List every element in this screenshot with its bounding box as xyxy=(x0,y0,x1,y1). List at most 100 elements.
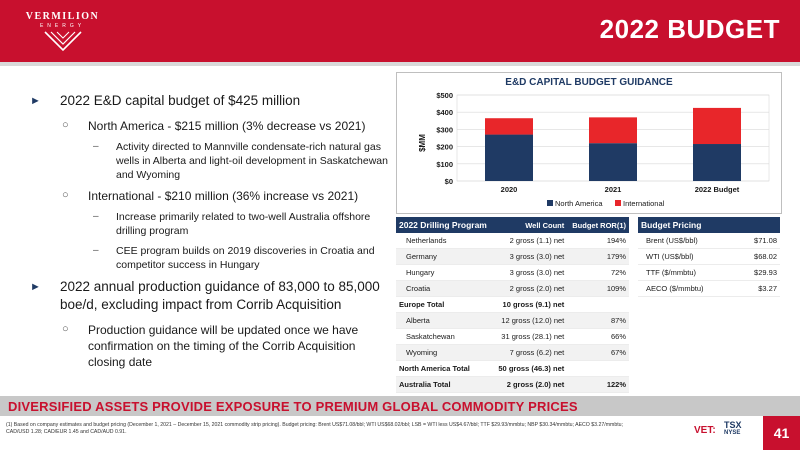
tsx-label: TSX xyxy=(724,420,742,430)
page-number: 41 xyxy=(763,416,800,450)
price-value-cell: $3.27 xyxy=(737,280,780,297)
well-count-cell: 10 gross (9.1) net xyxy=(493,296,568,313)
chart-svg: $MM $0 $100 $200 $300 $400 $500 2020 2021 2022 B… xyxy=(418,91,770,208)
bar-north-america xyxy=(485,134,533,181)
dash-bullet-icon: – xyxy=(93,245,99,256)
bullet-international: ○ International - $210 million (36% incre… xyxy=(30,188,390,204)
bullet-text: 2022 E&D capital budget of $425 million xyxy=(60,93,301,108)
budget-ror-cell: 67% xyxy=(567,344,629,361)
takeaway-banner: DIVERSIFIED ASSETS PROVIDE EXPOSURE TO P… xyxy=(0,396,800,416)
well-count-cell: 2 gross (2.0) net xyxy=(493,280,568,297)
bullet-production-guidance: ► 2022 annual production guidance of 83,0… xyxy=(30,278,390,314)
bullet-capital-budget: ► 2022 E&D capital budget of $425 million xyxy=(30,92,390,110)
triangle-bullet-icon: ► xyxy=(30,281,41,293)
drilling-region-cell: Germany xyxy=(396,248,493,265)
drilling-region-cell: North America Total xyxy=(396,360,493,377)
drilling-header-row: 2022 Drilling Program Well Count Budget … xyxy=(396,217,629,233)
bar-north-america xyxy=(589,143,637,181)
table-row: Croatia 2 gross (2.0) net 109% xyxy=(396,280,629,297)
bullet-list: ► 2022 E&D capital budget of $425 million… xyxy=(30,92,390,376)
table-row: Alberta 12 gross (12.0) net 87% xyxy=(396,312,629,329)
dash-bullet-icon: – xyxy=(93,141,99,152)
ticker-vet: VET: xyxy=(694,425,716,436)
price-value-cell: $29.93 xyxy=(737,264,780,281)
x-tick-label: 2022 Budget xyxy=(695,185,740,194)
table-row: North America Total 50 gross (46.3) net xyxy=(396,360,629,377)
capital-budget-chart: E&D CAPITAL BUDGET GUIDANCE $MM $0 $100 $2… xyxy=(396,72,782,214)
table-row: Europe Total 10 gross (9.1) net xyxy=(396,296,629,313)
well-count-cell: 12 gross (12.0) net xyxy=(493,312,568,329)
well-count-cell: 31 gross (28.1) net xyxy=(493,328,568,345)
budget-ror-cell: 179% xyxy=(567,248,629,265)
budget-ror-cell: 66% xyxy=(567,328,629,345)
bullet-production-update: ○ Production guidance will be updated onc… xyxy=(30,322,390,370)
banner-text: DIVERSIFIED ASSETS PROVIDE EXPOSURE TO P… xyxy=(8,399,578,414)
drilling-region-cell: Croatia xyxy=(396,280,493,297)
y-tick-label: $300 xyxy=(436,125,453,134)
budget-ror-cell: 109% xyxy=(567,280,629,297)
circle-bullet-icon: ○ xyxy=(62,119,69,131)
dash-bullet-icon: – xyxy=(93,211,99,222)
price-value-cell: $68.02 xyxy=(737,248,780,265)
circle-bullet-icon: ○ xyxy=(62,323,69,335)
drilling-program-table: 2022 Drilling Program Well Count Budget … xyxy=(396,217,629,393)
budget-ror-cell: 87% xyxy=(567,312,629,329)
well-count-cell: 3 gross (3.0) net xyxy=(493,248,568,265)
logo-chevron-icon xyxy=(44,31,82,52)
well-count-cell: 7 gross (6.2) net xyxy=(493,344,568,361)
drilling-region-cell: Saskatchewan xyxy=(396,328,493,345)
y-tick-label: $0 xyxy=(445,177,453,186)
budget-pricing-table: Budget Pricing Brent (US$/bbl) $71.08 WTI … xyxy=(638,217,780,297)
title-band: 2022 BUDGET xyxy=(125,0,800,62)
drilling-region-cell: Hungary xyxy=(396,264,493,281)
legend-swatch xyxy=(547,200,553,206)
legend-label: International xyxy=(623,199,665,208)
well-count-cell: 3 gross (3.0) net xyxy=(493,264,568,281)
chart-y-axis-label: $MM xyxy=(418,134,427,152)
budget-ror-cell: 194% xyxy=(567,233,629,249)
slide-header: VERMILION ENERGY 2022 BUDGET xyxy=(0,0,800,62)
bar-international xyxy=(693,107,741,145)
well-count-cell: 2 gross (2.0) net xyxy=(493,376,568,393)
table-row: TTF ($/mmbtu) $29.93 xyxy=(638,264,780,281)
bullet-text: CEE program builds on 2019 discoveries i… xyxy=(116,245,375,271)
header-divider xyxy=(0,62,800,66)
price-benchmark-cell: AECO ($/mmbtu) xyxy=(638,280,738,297)
company-logo: VERMILION ENERGY xyxy=(0,0,125,62)
y-tick-label: $400 xyxy=(436,108,453,117)
column-header: Budget ROR(1) xyxy=(567,217,629,233)
bullet-na-activity: – Activity directed to Mannville condensa… xyxy=(30,140,390,182)
table-row: Wyoming 7 gross (6.2) net 67% xyxy=(396,344,629,361)
bullet-text: Increase primarily related to two-well A… xyxy=(116,211,371,237)
y-tick-label: $100 xyxy=(436,160,453,169)
y-tick-label: $500 xyxy=(436,91,453,100)
pricing-header-row: Budget Pricing xyxy=(638,217,780,233)
table-row: WTI (US$/bbl) $68.02 xyxy=(638,248,780,265)
price-benchmark-cell: WTI (US$/bbl) xyxy=(638,248,738,265)
chart-title: E&D CAPITAL BUDGET GUIDANCE xyxy=(505,77,673,88)
logo-subtitle: ENERGY xyxy=(39,23,86,29)
drilling-region-cell: Europe Total xyxy=(396,296,493,313)
triangle-bullet-icon: ► xyxy=(30,95,41,107)
bullet-cee: – CEE program builds on 2019 discoveries … xyxy=(30,244,390,272)
well-count-cell: 2 gross (1.1) net xyxy=(493,233,568,249)
bar-international xyxy=(589,117,637,144)
table-row: AECO ($/mmbtu) $3.27 xyxy=(638,280,780,297)
price-benchmark-cell: Brent (US$/bbl) xyxy=(638,233,738,249)
budget-ror-cell xyxy=(567,296,629,313)
x-tick-label: 2020 xyxy=(501,185,518,194)
drilling-region-cell: Netherlands xyxy=(396,233,493,249)
y-tick-label: $200 xyxy=(436,143,453,152)
budget-ror-cell xyxy=(567,360,629,377)
price-value-cell: $71.08 xyxy=(737,233,780,249)
price-benchmark-cell: TTF ($/mmbtu) xyxy=(638,264,738,281)
bar-north-america xyxy=(693,144,741,181)
bullet-text: Production guidance will be updated once… xyxy=(88,323,359,369)
column-header: Well Count xyxy=(493,217,568,233)
logo-name: VERMILION xyxy=(25,11,100,22)
drilling-region-cell: Wyoming xyxy=(396,344,493,361)
table-row: Germany 3 gross (3.0) net 179% xyxy=(396,248,629,265)
drilling-region-cell: Australia Total xyxy=(396,376,493,393)
bullet-text: Activity directed to Mannville condensat… xyxy=(116,141,388,181)
nyse-label: NYSE xyxy=(724,430,741,436)
